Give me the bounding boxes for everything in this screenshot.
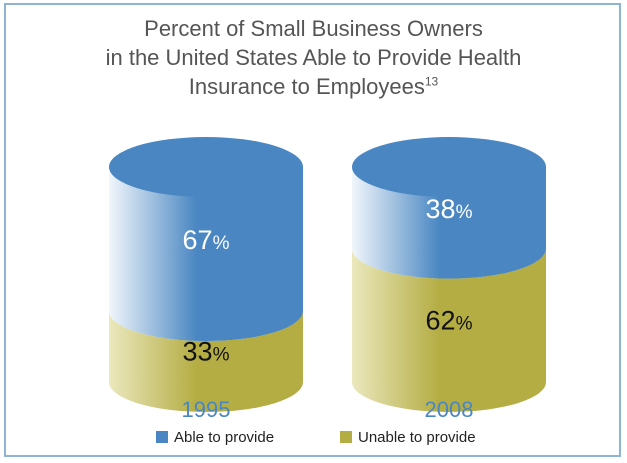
chart-title-line-2: in the United States Able to Provide Hea…: [105, 45, 522, 70]
data-label-unable-1995: 33%: [183, 337, 230, 367]
cylinder-segment-able-2008: [352, 167, 546, 279]
chart-title-line-3-text: Insurance to Employees: [188, 74, 425, 99]
category-label-1995: 1995: [182, 397, 231, 422]
cylinder-top-1995: [109, 137, 303, 197]
cylinder-segment-able-1995: [109, 167, 303, 342]
cylinders-group: 67% 33% 1995 38% 62% 2008: [109, 137, 546, 422]
cylinder-segment-unable-2008: [352, 248, 546, 412]
legend-label-unable: Unable to provide: [358, 429, 476, 446]
data-label-able-2008: 38%: [426, 194, 473, 224]
chart-title-line-1: Percent of Small Business Owners: [144, 16, 483, 41]
cylinder-top-2008: [352, 137, 546, 197]
chart-title: Percent of Small Business Owners in the …: [0, 14, 627, 101]
data-label-able-1995: 67%: [183, 225, 230, 255]
category-label-2008: 2008: [425, 397, 474, 422]
footnote-marker: 13: [424, 74, 439, 89]
legend-label-able: Able to provide: [174, 429, 274, 446]
legend-swatch-unable: [340, 431, 352, 443]
data-label-unable-2008: 62%: [426, 305, 473, 335]
cylinder-segment-unable-1995: [109, 311, 303, 412]
chart-title-line-3: Insurance to Employees13: [0, 72, 627, 101]
legend-swatch-able: [156, 431, 168, 443]
legend: Able to provide Unable to provide: [156, 429, 476, 446]
